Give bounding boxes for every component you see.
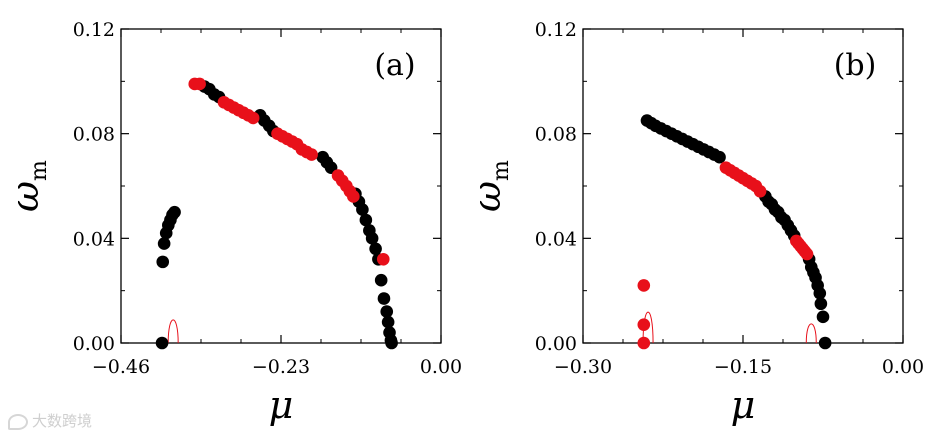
point-a-black-21	[356, 203, 369, 216]
point-b-red-17	[800, 247, 814, 261]
x-tick-label-b-1: −0.15	[714, 356, 772, 378]
point-a-black-2	[157, 237, 171, 250]
y-tick-label-b-3: 0.12	[535, 19, 577, 41]
red-curve-b-1	[805, 323, 817, 344]
y-tick-label-a-3: 0.12	[73, 19, 115, 41]
x-axis-label-a: μ	[269, 383, 294, 427]
marks-a	[155, 77, 398, 350]
point-a-black-22	[359, 213, 373, 227]
x-tick-label-a-0: −0.46	[92, 356, 150, 378]
svg-text:ωm: ωm	[465, 160, 514, 212]
watermark: 大数跨境	[8, 410, 92, 431]
x-tick-label-a-1: −0.23	[252, 356, 310, 378]
point-a-black-33	[385, 336, 398, 350]
x-tick-label-a-2: 0.00	[420, 356, 462, 378]
y-axis-label-a: ωm	[3, 160, 52, 212]
point-a-black-0	[155, 336, 169, 350]
panel-label-a: (a)	[374, 48, 415, 83]
point-a-black-7	[168, 205, 181, 219]
ticks-a: −0.46 −0.23 0.00 0.00 0.04 0.08 0.12	[73, 19, 462, 378]
point-a-red-1	[193, 77, 206, 91]
point-b-red-0	[637, 279, 651, 292]
watermark-logo-icon	[8, 413, 28, 430]
y-tick-label-a-1: 0.04	[73, 228, 115, 250]
panel-b: −0.30 −0.15 0.00 0.00 0.04 0.08 0.12 (b) μ ωm	[465, 19, 924, 427]
y-tick-label-a-0: 0.00	[73, 333, 115, 355]
point-a-red-8	[246, 111, 260, 125]
y-tick-label-b-0: 0.00	[535, 333, 577, 355]
point-b-black-33	[818, 336, 832, 350]
point-a-black-28	[377, 292, 391, 305]
point-b-red-11	[753, 184, 767, 198]
y-axis-subscript-a: m	[27, 160, 52, 181]
point-a-black-30	[381, 315, 395, 329]
y-axis-subscript-b: m	[489, 160, 514, 181]
svg-text:ωm: ωm	[3, 160, 52, 212]
point-b-black-31	[814, 297, 828, 311]
point-a-black-27	[374, 273, 388, 287]
watermark-text: 大数跨境	[32, 412, 93, 430]
point-a-black-29	[380, 305, 394, 318]
point-b-red-1	[637, 318, 651, 331]
point-b-black-32	[816, 310, 830, 324]
point-a-black-25	[369, 242, 382, 256]
y-axis-symbol-a: ω	[3, 181, 47, 212]
point-b-red-2	[637, 336, 651, 350]
point-b-black-30	[813, 286, 827, 300]
red-curve-b-0	[642, 311, 654, 344]
x-tick-label-b-2: 0.00	[882, 356, 924, 378]
point-b-black-14	[713, 150, 726, 164]
x-axis-label-b: μ	[731, 383, 756, 427]
y-tick-label-b-2: 0.08	[535, 124, 577, 146]
point-a-red-16	[305, 148, 318, 161]
x-tick-label-b-0: −0.30	[554, 356, 612, 378]
panel-label-b: (b)	[834, 48, 877, 83]
y-axis-symbol-b: ω	[465, 181, 509, 212]
point-a-red-22	[376, 252, 390, 266]
panel-a: −0.46 −0.23 0.00 0.00 0.04 0.08 0.12 (a) μ ωm	[3, 19, 462, 427]
point-a-black-24	[365, 232, 379, 245]
y-tick-label-a-2: 0.08	[73, 124, 115, 146]
ticks-b: −0.30 −0.15 0.00 0.00 0.04 0.08 0.12	[535, 19, 924, 378]
red-curve-a-0	[167, 319, 179, 344]
marks-b	[637, 114, 832, 350]
y-tick-label-b-1: 0.04	[535, 228, 577, 250]
y-axis-label-b: ωm	[465, 160, 514, 212]
point-a-black-1	[156, 255, 170, 269]
point-a-red-21	[347, 190, 360, 203]
